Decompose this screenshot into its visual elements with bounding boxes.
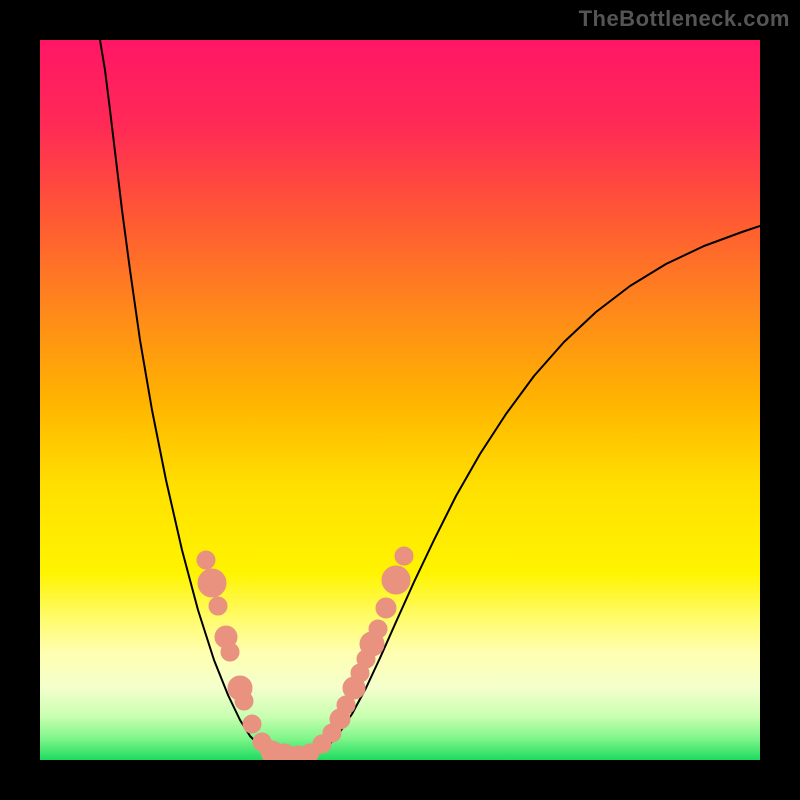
data-dot <box>197 551 215 569</box>
plot-area <box>40 40 760 760</box>
chart-outer: TheBottleneck.com <box>0 0 800 800</box>
watermark-text: TheBottleneck.com <box>579 6 790 32</box>
data-dot <box>376 598 396 618</box>
data-dot <box>243 715 261 733</box>
data-dot <box>209 597 227 615</box>
data-dot <box>382 566 410 594</box>
data-dot <box>395 547 413 565</box>
data-dot <box>369 620 387 638</box>
gradient-background <box>40 40 760 760</box>
data-dot <box>221 643 239 661</box>
data-dot <box>235 692 253 710</box>
chart-svg <box>40 40 760 760</box>
data-dot <box>198 569 226 597</box>
